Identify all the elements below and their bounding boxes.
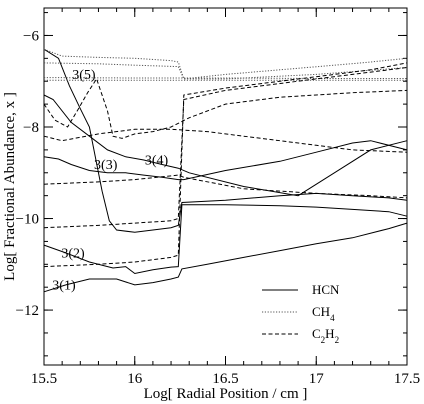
x-tick-label: 16.5 (212, 371, 238, 387)
plot-frame (43, 7, 408, 366)
annotation-label: 3(3) (94, 158, 118, 173)
annotation-label: 3(1) (52, 278, 76, 293)
legend-entry-label: C2H2 (312, 326, 339, 345)
y-axis-label: Log[ Fractional Abundance, x ] (2, 92, 18, 281)
series-line-ch4-6 (43, 62, 408, 80)
annotations: 3(5) 3(3) 3(4) 3(2) 3(1) (52, 68, 168, 294)
annotation-label: 3(2) (61, 246, 85, 261)
series-line-c2h2-11 (43, 174, 408, 199)
series-line-hcn-4 (43, 94, 408, 197)
series-line-hcn-0 (43, 222, 408, 293)
x-axis-label: Log[ Radial Position / cm ] (144, 386, 308, 402)
y-tick-label: −12 (16, 303, 39, 319)
x-tick-label: 16 (127, 371, 143, 387)
series-line-ch4-5 (43, 48, 408, 80)
legend-entry-label: HCN (312, 282, 340, 297)
y-tick-label: −8 (23, 120, 39, 136)
legend-entry-label: CH4 (312, 304, 335, 323)
annotation-label: 3(5) (72, 68, 96, 83)
series-line-ch4-7 (43, 77, 407, 79)
y-tick-label: −6 (23, 28, 39, 44)
series-group (43, 48, 408, 293)
series-line-c2h2-13 (43, 62, 408, 268)
legend: HCN CH4 C2H2 (262, 282, 340, 345)
series-line-c2h2-9 (43, 77, 408, 139)
x-tick-label: 17.5 (394, 371, 420, 387)
y-tick-label: −10 (16, 212, 39, 228)
series-line-c2h2-12 (43, 67, 408, 229)
axis-ticks: 15.5 16 16.5 17 17.5 −12 −10 −8 −6 (16, 8, 420, 387)
x-tick-label: 17 (309, 371, 325, 387)
plot-border (43, 7, 408, 366)
series-line-c2h2-10 (43, 128, 408, 153)
x-tick-label: 15.5 (31, 371, 57, 387)
annotation-label: 3(4) (145, 154, 169, 169)
series-line-hcn-1 (43, 204, 408, 275)
